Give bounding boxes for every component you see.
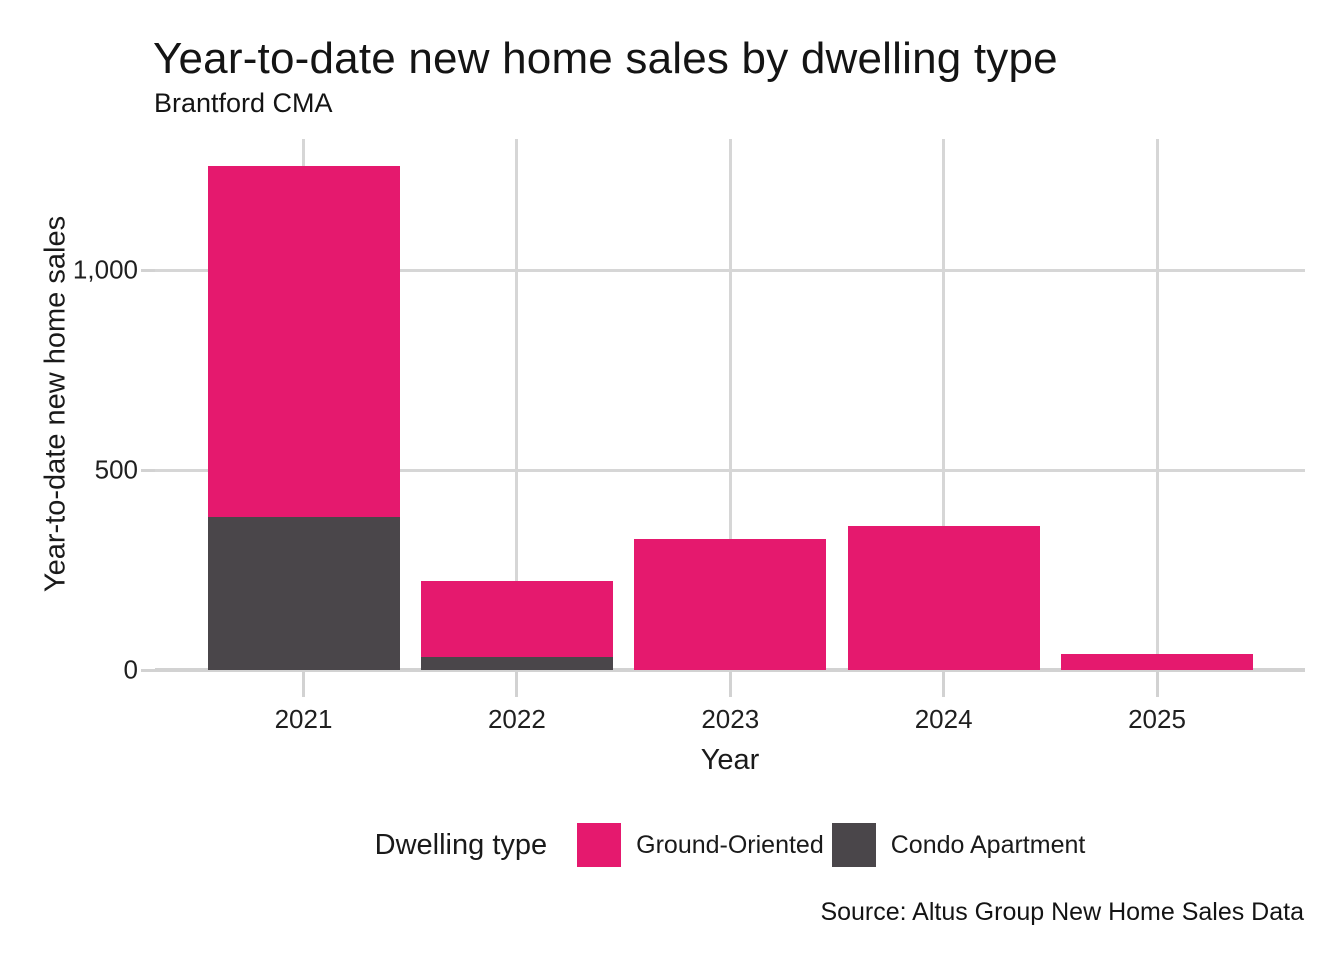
gridline-vertical-2022	[515, 139, 519, 670]
x-tick-mark	[515, 672, 519, 697]
bar-segment-2023-ground-oriented	[634, 538, 827, 670]
gridline-vertical-2023	[728, 139, 732, 670]
x-tick-label-2022: 2022	[487, 704, 546, 734]
x-axis-title: Year	[700, 744, 760, 776]
gridline-vertical-2024	[942, 139, 946, 670]
chart-subtitle: Brantford CMA	[154, 88, 333, 118]
y-tick-mark	[141, 468, 155, 472]
bar-segment-2025-ground-oriented	[1061, 654, 1253, 670]
bar-segment-2021-ground-oriented	[207, 166, 400, 517]
bar-segment-2024-ground-oriented	[847, 526, 1040, 670]
legend-label: Ground-Oriented	[636, 830, 824, 859]
legend-item-condo-apartment: Condo Apartment	[831, 823, 1086, 867]
y-tick-label: 500	[94, 454, 138, 485]
x-tick-mark	[942, 672, 946, 697]
legend-items: Ground-Oriented Condo Apartment	[569, 823, 1085, 867]
legend-label: Condo Apartment	[890, 830, 1086, 859]
gridline-y-1000	[155, 268, 1305, 272]
gridline-y-500	[155, 468, 1305, 472]
legend-item-ground-oriented: Ground-Oriented	[577, 823, 824, 867]
chart-title: Year-to-date new home sales by dwelling …	[153, 34, 1058, 83]
x-tick-mark	[302, 672, 305, 697]
gridline-vertical-2025	[1155, 139, 1159, 670]
plot-panel	[155, 139, 1305, 672]
bar-segment-2022-condo-apartment	[420, 656, 613, 670]
y-tick-label: 0	[123, 654, 138, 685]
y-tick-label: 1,000	[72, 254, 138, 285]
source-note: Source: Altus Group New Home Sales Data	[820, 898, 1304, 926]
bar-segment-2021-condo-apartment	[207, 516, 400, 670]
x-tick-label-2023: 2023	[701, 704, 760, 734]
x-tick-label-2021: 2021	[274, 704, 333, 734]
legend: Dwelling type Ground-Oriented Condo Apart…	[155, 822, 1305, 868]
x-tick-mark	[728, 672, 732, 697]
x-tick-label-2025: 2025	[1128, 704, 1186, 734]
bar-segment-2022-ground-oriented	[420, 580, 613, 657]
y-tick-mark	[141, 668, 155, 672]
x-tick-label-2024: 2024	[914, 704, 973, 734]
x-tick-mark	[1155, 672, 1159, 697]
legend-title: Dwelling type	[374, 828, 548, 861]
gridline-y-0	[155, 668, 1305, 672]
legend-swatch-ground-oriented	[577, 823, 622, 867]
legend-swatch-condo-apartment	[831, 823, 876, 867]
y-tick-mark	[141, 268, 155, 272]
